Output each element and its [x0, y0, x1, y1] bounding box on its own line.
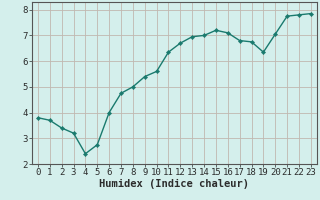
X-axis label: Humidex (Indice chaleur): Humidex (Indice chaleur): [100, 179, 249, 189]
